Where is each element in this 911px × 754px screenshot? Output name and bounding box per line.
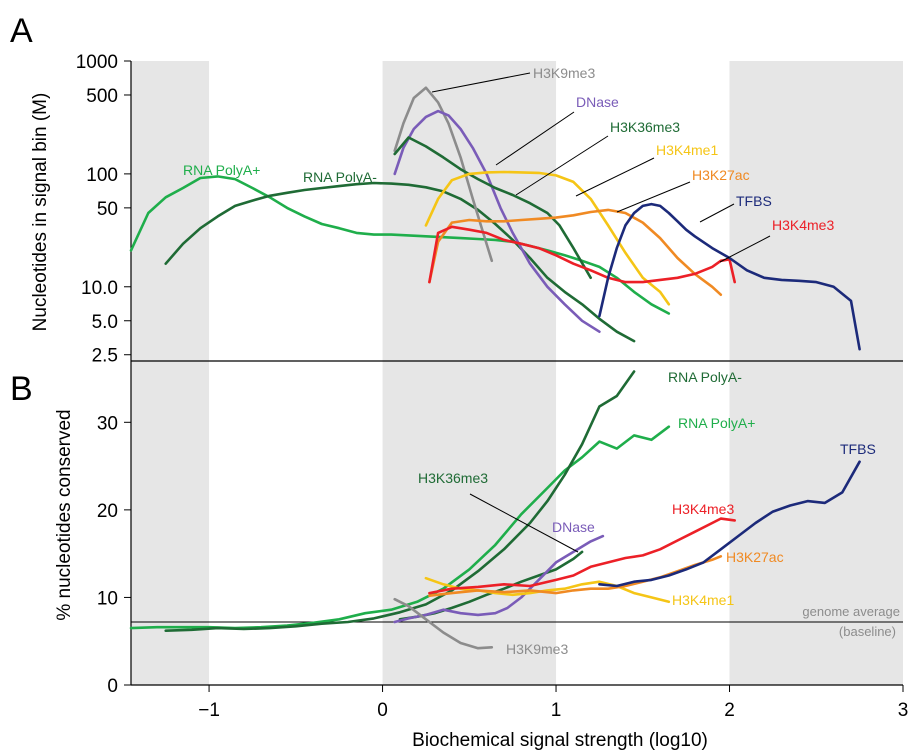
series-label-a-h3k9me3: H3K9me3 xyxy=(533,65,595,81)
shaded-band-0 xyxy=(131,61,210,685)
y-tick-label-b: 20 xyxy=(97,501,118,522)
x-axis-label: Biochemical signal strength (log10) xyxy=(412,730,708,751)
series-labels: H3K9me3DNaseH3K36me3H3K4me1H3K27acTFBSH3… xyxy=(183,65,876,657)
series-label-b-dnase: DNase xyxy=(552,519,595,535)
series-line-b-dnase xyxy=(393,534,605,624)
series-line-a-h3k36me3 xyxy=(393,136,593,280)
x-tick-label: 2 xyxy=(724,700,735,721)
y-axis-label-a: Nucleotides in signal bin (M) xyxy=(30,93,51,332)
y-axis-label-b: % nucleotides conserved xyxy=(54,409,75,620)
axes: 2.5 5.0 10.0 50 100 500 1000 0 10 20 30 −1 0 1 2 3 xyxy=(76,52,909,721)
label-leader-a-h3k4me1 xyxy=(575,157,655,197)
series-label-b-h3k36me3: H3K36me3 xyxy=(418,470,488,486)
x-tick-label: 1 xyxy=(551,700,562,721)
series-label-a-h3k4me3: H3K4me3 xyxy=(772,217,834,233)
y-tick-label-a: 10.0 xyxy=(81,278,118,299)
series-label-a-dnase: DNase xyxy=(576,94,619,110)
label-leader-a-h3k27ac xyxy=(616,181,691,213)
series-label-b-rna-polya: RNA PolyA- xyxy=(668,369,742,385)
series-line-a-h3k4me3 xyxy=(428,225,737,284)
y-tick-label-a: 5.0 xyxy=(92,312,118,333)
series-line-b-rna-polya xyxy=(164,370,636,633)
y-tick-label-b: 30 xyxy=(97,413,118,434)
y-tick-label-a: 2.5 xyxy=(92,346,118,367)
label-leader-a-h3k36me3 xyxy=(515,135,609,196)
y-tick-label-a: 1000 xyxy=(76,52,118,73)
y-tick-label-a: 50 xyxy=(97,199,118,220)
y-tick-label-b: 10 xyxy=(97,588,118,609)
panel-label-b: B xyxy=(10,370,33,408)
series-line-b-h3k9me3 xyxy=(393,597,494,650)
series-line-a-dnase xyxy=(393,109,601,334)
series-line-a-rna-polya xyxy=(164,181,636,343)
series-label-a-h3k27ac: H3K27ac xyxy=(692,167,750,183)
series-label-a-tfbs: TFBS xyxy=(736,193,772,209)
label-leader-a-dnase xyxy=(495,111,575,166)
series-label-a-h3k4me1: H3K4me1 xyxy=(656,142,718,158)
series-line-a-h3k4me1 xyxy=(424,170,671,306)
series-label-a-rna-polya: RNA PolyA- xyxy=(303,169,377,185)
shaded-bands xyxy=(131,61,903,685)
series-label-b-h3k4me3: H3K4me3 xyxy=(672,501,734,517)
y-tick-label-a: 500 xyxy=(86,86,118,107)
shaded-band-2 xyxy=(729,61,903,685)
series-line-b-tfbs xyxy=(598,460,861,588)
series-line-b-h3k4me1 xyxy=(424,576,671,604)
series-label-a-rna-polya: RNA PolyA+ xyxy=(183,162,260,178)
y-tick-label-a: 100 xyxy=(86,165,118,186)
label-leader-b-h3k36me3 xyxy=(469,493,579,553)
series-label-b-tfbs: TFBS xyxy=(840,441,876,457)
label-leader-a-h3k4me3 xyxy=(719,235,771,263)
baseline-sublabel: (baseline) xyxy=(839,624,896,639)
series-line-a-h3k27ac xyxy=(428,208,723,297)
x-tick-label: −1 xyxy=(198,700,220,721)
y-tick-label-b: 0 xyxy=(107,676,118,697)
x-tick-label: 0 xyxy=(377,700,388,721)
series-label-b-h3k27ac: H3K27ac xyxy=(726,549,784,565)
series-label-b-h3k4me1: H3K4me1 xyxy=(672,592,734,608)
label-leader-a-tfbs xyxy=(699,203,735,223)
series-lines xyxy=(129,86,861,650)
label-leader-a-h3k9me3 xyxy=(431,72,531,93)
series-label-a-h3k36me3: H3K36me3 xyxy=(610,119,680,135)
series-line-b-h3k4me3 xyxy=(428,517,737,595)
x-tick-label: 3 xyxy=(898,700,909,721)
panel-label-a: A xyxy=(10,12,33,50)
series-label-b-h3k9me3: H3K9me3 xyxy=(506,641,568,657)
series-line-a-tfbs xyxy=(598,202,861,351)
baseline-label: genome average xyxy=(802,604,900,619)
series-label-b-rna-polya: RNA PolyA+ xyxy=(678,415,755,431)
